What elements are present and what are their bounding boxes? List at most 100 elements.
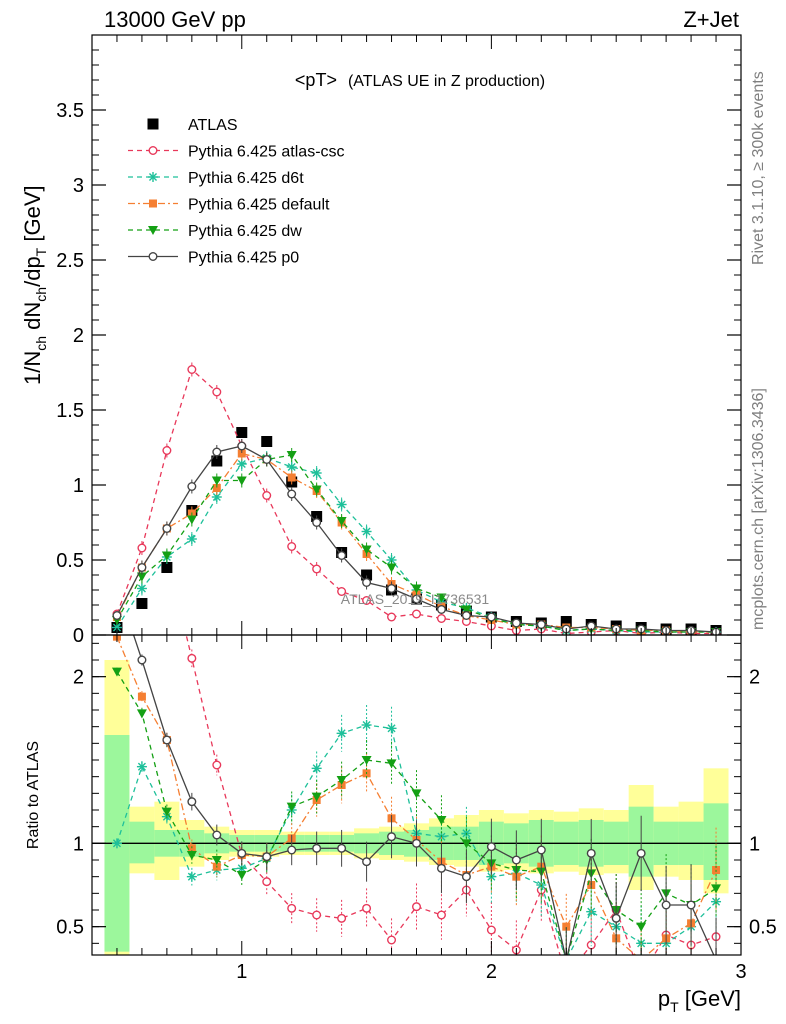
main-point <box>311 485 322 495</box>
main-point <box>511 618 521 628</box>
main-point <box>286 451 297 460</box>
ratio-ytick-label-right: 1 <box>749 833 760 855</box>
main-series-5 <box>112 439 721 635</box>
atlas-data-point <box>361 569 373 581</box>
main-point <box>361 545 372 555</box>
main-point <box>287 542 297 552</box>
ratio-point <box>561 955 571 965</box>
ratio-ytick-label: 0.5 <box>56 917 84 939</box>
x-axis-label: pT [GeV] <box>658 986 741 1015</box>
ratio-point <box>536 845 546 855</box>
main-ytick-label: 0 <box>73 625 84 647</box>
ratio-point <box>336 776 347 785</box>
main-point <box>187 482 197 492</box>
main-point <box>186 515 197 525</box>
legend-entry-5: Pythia 6.425 p0 <box>128 250 299 267</box>
legend-entry-4: Pythia 6.425 dw <box>128 223 302 240</box>
ratio-uncertainty-bands <box>92 660 741 955</box>
main-point <box>137 563 147 573</box>
main-point <box>362 596 372 606</box>
main-point <box>161 551 172 561</box>
ratio-point <box>412 838 422 848</box>
ratio-point <box>113 540 121 548</box>
legend-label: ATLAS <box>188 117 238 134</box>
main-series-4 <box>111 448 722 635</box>
main-ytick-label: 2.5 <box>56 250 84 272</box>
main-point <box>186 534 197 544</box>
ratio-point <box>337 843 347 853</box>
atlas-data-point <box>236 427 248 438</box>
ratio-point <box>562 956 570 964</box>
ratio-point <box>436 816 447 825</box>
ratio-point <box>362 857 372 867</box>
main-point <box>412 609 422 619</box>
xtick-label: 3 <box>735 961 746 983</box>
ratio-point <box>461 872 471 882</box>
ratio-ytick-label: 1 <box>73 833 84 855</box>
ratio-point <box>212 760 222 770</box>
main-point <box>287 473 296 482</box>
main-point <box>436 593 447 603</box>
atlas-data-point <box>211 455 223 467</box>
main-point <box>137 543 147 553</box>
main-ytick-label: 3.5 <box>56 100 84 122</box>
ratio-point <box>561 956 571 965</box>
main-y-axis-label: 1/Nch dNch/dpT [GeV] <box>20 185 49 385</box>
legend-marker <box>147 118 159 130</box>
ratio-point <box>136 709 147 719</box>
main-point <box>362 578 372 588</box>
ratio-point <box>511 855 521 865</box>
ratio-point <box>186 851 197 860</box>
ratio-point <box>436 863 446 873</box>
main-point <box>286 462 297 472</box>
ratio-point <box>562 973 570 981</box>
legend-label: Pythia 6.425 d6t <box>188 170 304 187</box>
ratio-point <box>386 723 397 734</box>
ratio-point <box>637 956 645 964</box>
ratio-point <box>636 922 647 932</box>
main-point <box>312 564 322 574</box>
xtick-label: 2 <box>486 961 497 983</box>
ratio-y-axis-label: Ratio to ATLAS <box>25 741 42 849</box>
ratio-point <box>186 871 197 882</box>
main-ytick-label: 1 <box>73 475 84 497</box>
main-point <box>237 441 247 451</box>
main-point <box>112 611 122 621</box>
ratio-point <box>637 973 645 981</box>
main-point <box>386 563 397 573</box>
main-point <box>336 499 347 510</box>
ratio-point <box>262 877 272 887</box>
main-point <box>337 551 347 561</box>
ratio-point <box>113 581 121 589</box>
ratio-point <box>262 852 272 862</box>
ratio-point <box>187 844 196 853</box>
main-point <box>486 612 496 622</box>
main-point <box>411 584 422 594</box>
ratio-point <box>362 903 372 913</box>
main-series-3 <box>112 446 721 635</box>
ratio-ytick-label-right: 2 <box>749 667 760 689</box>
ratio-point <box>361 756 372 765</box>
ratio-point <box>312 910 322 920</box>
ratio-point <box>461 839 472 849</box>
ratio-point <box>311 763 322 774</box>
ratio-point <box>311 792 322 802</box>
ratio-point <box>312 843 322 853</box>
ratio-ytick-label: 2 <box>73 667 84 689</box>
ratio-point <box>187 797 197 807</box>
main-point <box>212 484 221 492</box>
svg-text:1/Nch dNch/dpT [GeV]: 1/Nch dNch/dpT [GeV] <box>20 185 49 385</box>
main-point <box>237 449 246 458</box>
main-point <box>236 459 247 469</box>
main-point <box>212 447 222 457</box>
rivet-version-label: Rivet 3.1.10, ≥ 300k events <box>750 71 767 265</box>
atlas-data-point <box>560 616 572 627</box>
ratio-point <box>137 655 147 665</box>
ratio-point <box>387 935 397 945</box>
main-point <box>311 468 322 478</box>
legend-entry-0: ATLAS <box>147 117 238 134</box>
legend-entry-2: Pythia 6.425 d6t <box>128 170 304 187</box>
main-point <box>262 491 272 501</box>
main-point <box>436 614 446 624</box>
